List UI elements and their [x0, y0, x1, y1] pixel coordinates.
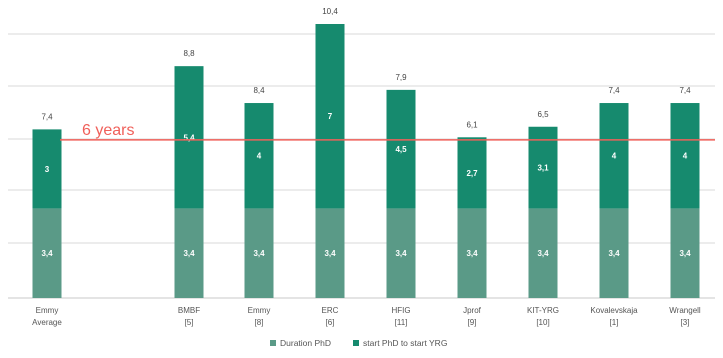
- category-tick-label-line: HFIG: [391, 306, 410, 315]
- bar-segment-duration-phd: [386, 208, 416, 298]
- gridlines: [8, 33, 715, 299]
- category-tick-label-line: KIT-YRG: [527, 306, 559, 315]
- bar-segment-duration-phd: [670, 208, 700, 298]
- category-tick-label-line: [6]: [326, 318, 335, 327]
- category-tick-label: Emmy [8]: [248, 306, 271, 327]
- category-tick-label-line: Average: [32, 318, 62, 327]
- bars: [32, 24, 700, 298]
- data-label-start-phd-to-yrg: 4: [612, 152, 617, 161]
- legend-label-series-0: Duration PhD: [280, 338, 332, 348]
- category-tick-label: KIT-YRG [10]: [527, 306, 559, 327]
- data-label-start-phd-to-yrg: 7: [328, 112, 333, 121]
- bar-segment-start-phd-to-yrg: [174, 66, 204, 209]
- category-tick-label-line: [3]: [681, 318, 690, 327]
- bar-segment-start-phd-to-yrg: [32, 129, 62, 209]
- reference-line: 6 years: [60, 122, 715, 141]
- bar-segment-duration-phd: [174, 208, 204, 298]
- category-tick-label-line: [8]: [255, 318, 264, 327]
- legend: Duration PhD start PhD to start YRG: [270, 335, 447, 351]
- bar-segment-start-phd-to-yrg: [386, 89, 416, 209]
- data-label-start-phd-to-yrg: 4: [683, 152, 688, 161]
- data-label-duration-phd: 3,4: [679, 249, 691, 258]
- bar-segment-duration-phd: [244, 208, 274, 298]
- bar-segment-duration-phd: [32, 208, 62, 298]
- bar-segment-start-phd-to-yrg: [457, 137, 487, 209]
- category-tick-label: Wrangell [3]: [669, 306, 701, 327]
- data-label-start-phd-to-yrg: 3,1: [537, 164, 549, 173]
- data-label-start-phd-to-yrg: 4: [257, 152, 262, 161]
- data-label-start-phd-to-yrg: 4,5: [395, 145, 407, 154]
- total-label: 7,9: [395, 73, 407, 82]
- category-tick-label: Jprof [9]: [463, 306, 482, 327]
- data-label-start-phd-to-yrg: 2,7: [466, 169, 478, 178]
- category-tick-label-line: [11]: [395, 318, 408, 327]
- category-tick-label: Kovalevskaja [1]: [590, 306, 638, 327]
- data-label-duration-phd: 3,4: [183, 249, 195, 258]
- category-tick-labels: Emmy Average BMBF [5] Emmy [8] ERC [6] HFIG [11] J…: [32, 306, 701, 327]
- total-label: 7,4: [608, 86, 620, 95]
- legend-item-series-0: Duration PhD: [270, 338, 331, 348]
- legend-label-series-1: start PhD to start YRG: [363, 338, 448, 348]
- stacked-bar-chart: 3,4 3 7,4 3,4 5,4 8,8 3,4 4 8,4 3,4 7 10,4 3,4 4,5 7,9…: [8, 7, 715, 327]
- data-label-duration-phd: 3,4: [608, 249, 620, 258]
- bar-segment-duration-phd: [528, 208, 558, 298]
- data-label-duration-phd: 3,4: [41, 249, 53, 258]
- bar-segment-start-phd-to-yrg: [315, 24, 345, 209]
- total-label: 8,8: [183, 49, 195, 58]
- data-labels: 3,4 3 7,4 3,4 5,4 8,8 3,4 4 8,4 3,4 7 10,4 3,4 4,5 7,9…: [41, 7, 691, 258]
- category-tick-label-line: [1]: [610, 318, 619, 327]
- legend-item-series-1: start PhD to start YRG: [353, 338, 447, 348]
- category-tick-label-line: Emmy: [36, 306, 59, 315]
- data-label-duration-phd: 3,4: [324, 249, 336, 258]
- category-tick-label-line: Jprof: [463, 306, 482, 315]
- category-tick-label-line: [10]: [536, 318, 549, 327]
- data-label-duration-phd: 3,4: [395, 249, 407, 258]
- data-label-start-phd-to-yrg: 3: [45, 165, 50, 174]
- category-tick-label: HFIG [11]: [391, 306, 410, 327]
- bar-segment-duration-phd: [599, 208, 629, 298]
- data-label-start-phd-to-yrg: 5,4: [183, 133, 195, 142]
- category-tick-label-line: BMBF: [178, 306, 200, 315]
- bar-segment-duration-phd: [457, 208, 487, 298]
- category-tick-label-line: [5]: [185, 318, 194, 327]
- total-label: 7,4: [679, 86, 691, 95]
- category-tick-label-line: ERC: [322, 306, 339, 315]
- bar-segment-start-phd-to-yrg: [244, 103, 274, 209]
- category-tick-label-line: Kovalevskaja: [590, 306, 638, 315]
- category-tick-label: BMBF [5]: [178, 306, 200, 327]
- category-tick-label: ERC [6]: [322, 306, 339, 327]
- category-tick-label-line: Emmy: [248, 306, 271, 315]
- data-label-duration-phd: 3,4: [253, 249, 265, 258]
- data-label-duration-phd: 3,4: [537, 249, 549, 258]
- total-label: 7,4: [41, 112, 53, 121]
- bar-segment-start-phd-to-yrg: [670, 103, 700, 209]
- total-label: 8,4: [253, 86, 265, 95]
- reference-line-label: 6 years: [82, 122, 134, 139]
- category-tick-label-line: Wrangell: [669, 306, 701, 315]
- total-label: 10,4: [322, 7, 338, 16]
- total-label: 6,1: [466, 120, 478, 129]
- total-label: 6,5: [537, 110, 549, 119]
- category-tick-label-line: [9]: [468, 318, 477, 327]
- bar-segment-start-phd-to-yrg: [599, 103, 629, 209]
- category-tick-label: Emmy Average: [32, 306, 62, 327]
- data-label-duration-phd: 3,4: [466, 249, 478, 258]
- legend-swatch-series-1: [353, 340, 360, 346]
- bar-segment-duration-phd: [315, 208, 345, 298]
- legend-swatch-series-0: [270, 340, 276, 346]
